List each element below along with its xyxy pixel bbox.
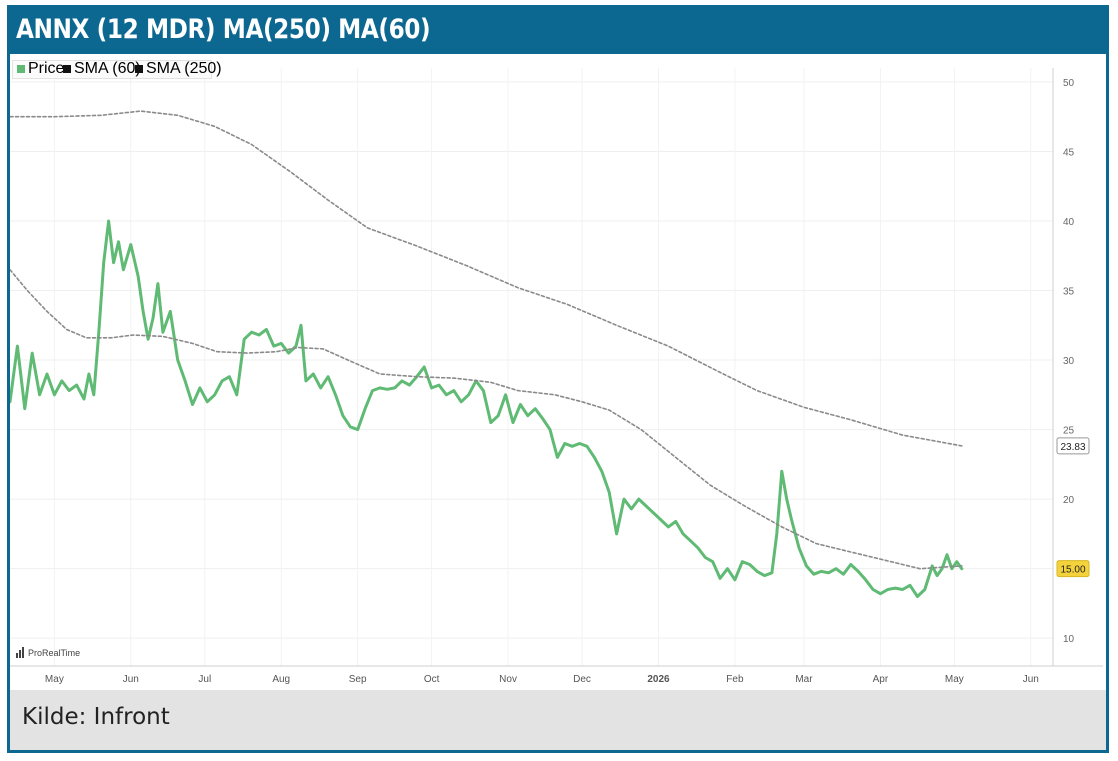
x-tick-label: May (945, 674, 964, 685)
y-tick-label: 35 (1063, 287, 1075, 298)
price-chart: 101520253035404550MayJunJulAugSepOctNovD… (10, 68, 1103, 685)
x-tick-label: Aug (272, 674, 290, 685)
x-tick-label: Mar (795, 674, 813, 685)
last-value-label-price: 15.00 (1060, 565, 1085, 576)
chart-title: ANNX (12 MDR) MA(250) MA(60) (16, 14, 431, 45)
prorealtime-watermark: ProRealTime (16, 647, 80, 658)
chart-area: 101520253035404550MayJunJulAugSepOctNovD… (10, 54, 1106, 690)
last-value-badge-price (1056, 560, 1090, 578)
legend-item-sma-250: SMA (250) (133, 61, 222, 77)
title-bar: ANNX (12 MDR) MA(250) MA(60) (10, 8, 1106, 54)
bars-logo-icon (16, 647, 25, 658)
y-tick-label: 40 (1063, 217, 1075, 228)
source-caption: Kilde: Infront (22, 704, 170, 730)
legend-label-sma-250: SMA (250) (146, 60, 222, 77)
x-tick-label: Jul (198, 674, 211, 685)
brand-label: ProRealTime (28, 648, 81, 658)
y-tick-label: 30 (1063, 356, 1075, 367)
legend: Price SMA (60) SMA (250) (12, 60, 222, 79)
legend-item-sma-60: SMA (60) (61, 61, 141, 77)
footer: Kilde: Infront (10, 690, 1106, 750)
x-tick-label: Sep (349, 674, 367, 685)
y-tick-label: 25 (1063, 426, 1075, 437)
series-line-price (10, 219, 964, 598)
y-tick-label: 50 (1063, 78, 1075, 89)
x-tick-label: May (45, 674, 64, 685)
legend-swatch-price (17, 65, 25, 73)
plot-background (10, 68, 1053, 666)
series-line-sma-60 (10, 268, 963, 570)
legend-label-sma-60: SMA (60) (74, 60, 141, 77)
x-tick-label: Jun (1023, 674, 1039, 685)
x-tick-label: Oct (424, 674, 440, 685)
x-tick-label: Feb (726, 674, 744, 685)
x-tick-label: 2026 (647, 674, 670, 685)
last-value-badge-sma-250 (1056, 437, 1090, 455)
legend-swatch-sma-60 (63, 65, 71, 73)
legend-item-price: Price (15, 61, 64, 77)
x-tick-label: Apr (873, 674, 889, 685)
chart-frame: ANNX (12 MDR) MA(250) MA(60) 10152025303… (7, 5, 1109, 753)
y-tick-label: 10 (1063, 634, 1075, 645)
legend-label-price: Price (28, 60, 65, 77)
last-value-label-sma-250: 23.83 (1060, 442, 1085, 453)
x-tick-label: Nov (499, 674, 517, 685)
y-tick-label: 20 (1063, 495, 1075, 506)
x-tick-label: Dec (573, 674, 591, 685)
series-line-sma-250 (10, 110, 963, 447)
legend-swatch-sma-250 (135, 65, 143, 73)
y-tick-label: 45 (1063, 147, 1075, 158)
x-tick-label: Jun (123, 674, 139, 685)
